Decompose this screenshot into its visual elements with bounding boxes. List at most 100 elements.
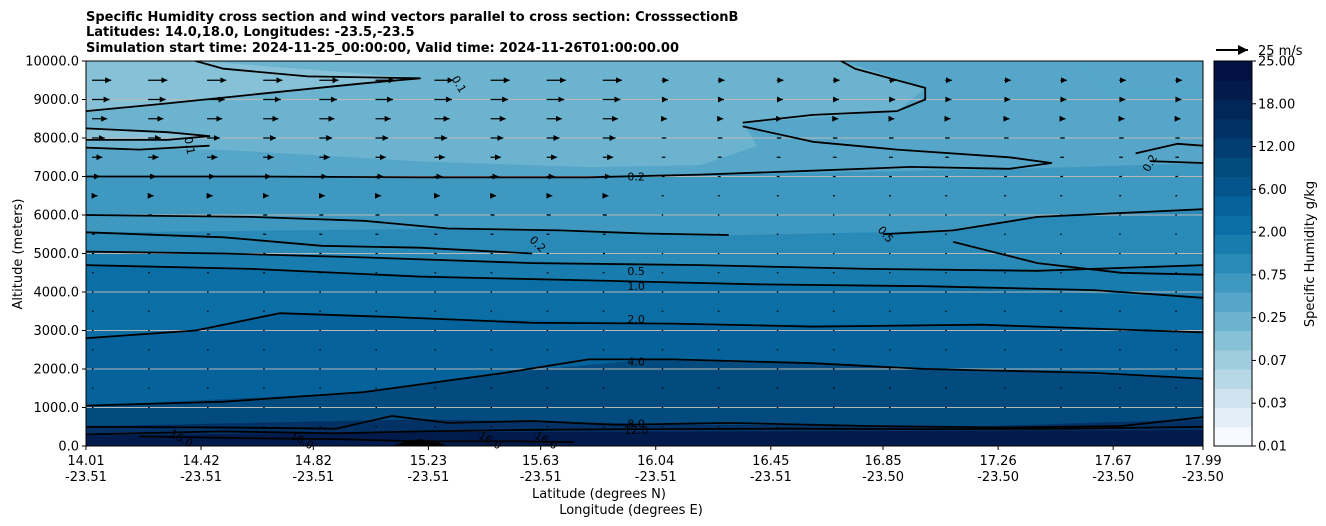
colorbar-band-6 (1214, 311, 1252, 332)
contour-label-2: 0.2 (627, 171, 645, 184)
colorbar-band-3 (1214, 369, 1252, 389)
contour-0-5-9 (86, 250, 1203, 272)
colorbar-tick-label: 2.00 (1258, 226, 1287, 241)
contour-0-2-7 (86, 214, 729, 236)
contour-2-0-13 (86, 312, 1203, 340)
x-tick-label-lon: -23.51 (65, 470, 107, 485)
contour-0-2-4 (86, 125, 1053, 179)
colorbar-band-15 (1214, 138, 1252, 158)
y-tick-label: 4000.0 (34, 286, 80, 301)
contour-lines (86, 61, 1203, 443)
x-axis-label-longitude: Longitude (degrees E) (559, 503, 703, 518)
y-tick-label: 3000.0 (34, 324, 80, 339)
terrain-shape (391, 439, 449, 446)
y-tick-label: 9000.0 (34, 93, 80, 108)
contour-label-1: 0.1 (181, 136, 197, 155)
colorbar-band-10 (1214, 234, 1252, 255)
contour-label-10: 8.0 (627, 418, 645, 431)
colorbar-band-14 (1214, 157, 1252, 178)
colorbar-band-16 (1214, 118, 1252, 139)
quiver-key: 25 m/s (1216, 44, 1303, 59)
x-tick-label-lon: -23.51 (292, 470, 334, 485)
x-tick-label-lon: -23.51 (407, 470, 449, 485)
colorbar-bands (1214, 61, 1252, 447)
colorbar-tick-label: 0.07 (1258, 354, 1287, 369)
colorbar-band-19 (1214, 61, 1252, 81)
contour-12-0-16 (86, 425, 1203, 436)
y-tick-label: 2000.0 (34, 363, 80, 378)
colorbar-tick-label: 25.00 (1258, 55, 1295, 70)
humidity-band-11 (1079, 61, 1203, 93)
contour-0-2-5 (1135, 142, 1203, 155)
colorbar-band-12 (1214, 195, 1252, 216)
contour-label-8: 2.0 (627, 313, 645, 326)
contour-4-0-14 (86, 358, 1203, 407)
colorbar-band-4 (1214, 349, 1252, 370)
chart-title: Specific Humidity cross section and wind… (86, 10, 738, 56)
colorbar: 0.01 0.03 0.07 0.25 0.75 2.00 6.00 12.00 18.00 25… (1213, 55, 1318, 455)
contour-label-7: 1.0 (627, 280, 645, 293)
x-tick-label-lon: -23.50 (977, 470, 1019, 485)
colorbar-band-1 (1214, 407, 1252, 428)
x-tick-label-lat: 14.82 (295, 454, 332, 469)
colorbar-tick-label: 0.75 (1258, 268, 1287, 283)
terrain (391, 439, 449, 446)
contour-label-6: 0.5 (627, 265, 645, 278)
colorbar-tick-label: 0.01 (1258, 440, 1287, 455)
x-tick-label-lon: -23.51 (635, 470, 677, 485)
x-tick-label-lat: 17.67 (1095, 454, 1132, 469)
colorbar-band-8 (1214, 272, 1252, 293)
contour-0-5-11 (952, 241, 1203, 276)
x-tick-label-lon: -23.50 (862, 470, 904, 485)
colorbar-frame (1213, 60, 1253, 447)
colorbar-tick-label: 0.03 (1258, 397, 1287, 412)
colorbar-band-18 (1214, 80, 1252, 101)
colorbar-band-0 (1214, 426, 1252, 447)
title-line-2: Latitudes: 14.0,18.0, Longitudes: -23.5,… (86, 25, 415, 40)
colorbar-band-9 (1214, 253, 1252, 274)
colorbar-tick-label: 12.00 (1258, 140, 1295, 155)
contour-label-9: 4.0 (627, 355, 645, 368)
x-tick-label-lat: 17.99 (1184, 454, 1221, 469)
contour-0-5-3 (742, 61, 927, 124)
contour-1-0-12 (86, 264, 1203, 299)
title-line-3: Simulation start time: 2024-11-25_00:00:… (86, 41, 679, 56)
x-tick-label-lon: -23.50 (1092, 470, 1134, 485)
contour-8-0-15 (86, 415, 1203, 430)
contour-label-11: 12.0 (624, 424, 649, 437)
colorbar-tick-label: 6.00 (1258, 183, 1287, 198)
x-tick-label-lat: 17.26 (980, 454, 1017, 469)
colorbar-band-5 (1214, 330, 1252, 351)
colorbar-band-11 (1214, 215, 1252, 235)
colorbar-ticks: 0.01 0.03 0.07 0.25 0.75 2.00 6.00 12.00 18.00 25… (1252, 55, 1295, 455)
x-tick-label-lat: 16.85 (864, 454, 901, 469)
contour-0-5-10 (883, 208, 1203, 236)
x-tick-label-lat: 15.63 (522, 454, 559, 469)
title-line-1: Specific Humidity cross section and wind… (86, 10, 738, 25)
x-tick-label-lat: 16.45 (752, 454, 789, 469)
y-tick-label: 6000.0 (34, 209, 80, 224)
y-axis-label: Altitude (meters) (11, 199, 26, 310)
contour-16-0-17 (139, 435, 575, 443)
x-tick-label-lon: -23.51 (180, 470, 222, 485)
colorbar-band-17 (1214, 99, 1252, 120)
x-tick-label-lat: 15.23 (410, 454, 447, 469)
x-axis: 14.01-23.5114.42-23.5114.82-23.5115.23-2… (65, 446, 1224, 485)
contour-0-2-8 (86, 231, 533, 255)
x-tick-label-lon: -23.51 (750, 470, 792, 485)
x-axis-label-latitude: Latitude (degrees N) (532, 487, 666, 502)
y-tick-label: 1000.0 (34, 401, 80, 416)
quiver-key-label: 25 m/s (1258, 44, 1303, 59)
colorbar-band-7 (1214, 292, 1252, 312)
x-tick-label-lon: -23.51 (520, 470, 562, 485)
colorbar-tick-label: 0.25 (1258, 311, 1287, 326)
y-tick-label: 10000.0 (25, 55, 79, 70)
x-tick-label-lon: -23.50 (1182, 470, 1224, 485)
y-tick-label: 7000.0 (34, 170, 80, 185)
contour-0-1-2 (86, 144, 210, 151)
colorbar-label: Specific Humidity g/kg (1303, 181, 1318, 327)
y-tick-label: 5000.0 (34, 247, 80, 262)
x-tick-label-lat: 14.01 (67, 454, 104, 469)
x-tick-label-lat: 16.04 (637, 454, 674, 469)
